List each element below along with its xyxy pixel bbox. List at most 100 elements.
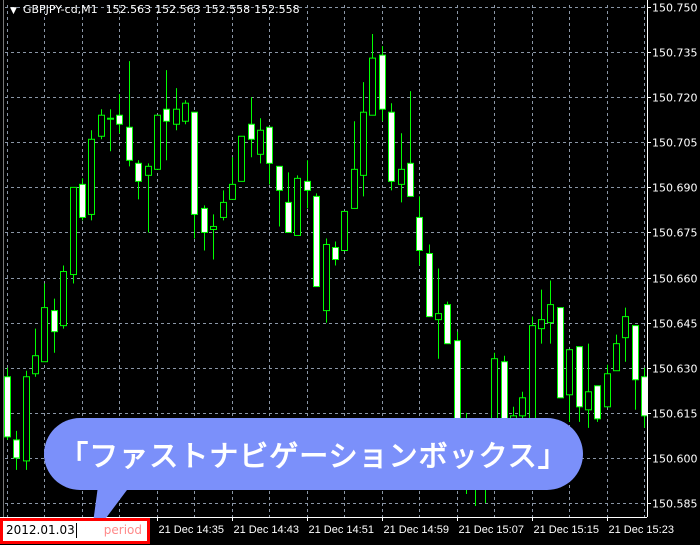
price-label: 150.585 [652, 498, 698, 511]
candle [407, 91, 414, 197]
price-label: 150.705 [652, 137, 698, 150]
candle-body-bear [444, 304, 451, 345]
callout-bubble: 「ファストナビゲーションボックス」 [44, 418, 583, 490]
time-label: 21 Dec 15:07 [459, 524, 524, 536]
candle-body-bull [229, 183, 236, 200]
candle-body-bear [332, 246, 339, 261]
candle-body-bear [632, 325, 639, 381]
time-label: 21 Dec 14:35 [159, 524, 224, 536]
candle-body-bear [388, 111, 395, 182]
candle [313, 193, 320, 288]
fast-navigation-box[interactable]: 2012.01.03 period [0, 518, 150, 544]
candle [191, 111, 198, 239]
candle [294, 175, 301, 236]
candle [435, 268, 442, 359]
candle-body-bull [145, 165, 152, 176]
candle-body-bear [126, 126, 133, 161]
candle [576, 346, 583, 422]
candle [220, 190, 227, 221]
candle-body-bull [41, 307, 48, 363]
candle-body-bull [435, 313, 442, 321]
candle [547, 280, 554, 344]
candle-body-bull [294, 177, 301, 236]
candle-body-bear [416, 216, 423, 251]
candle [51, 298, 58, 353]
candle-body-bull [547, 304, 554, 324]
candle [98, 109, 105, 140]
candle [632, 325, 639, 410]
candle-body-bear [116, 114, 123, 125]
candle [613, 334, 620, 372]
candle-body-bear [576, 346, 583, 408]
candle-body-bull [107, 117, 114, 120]
candle [285, 172, 292, 233]
price-label: 150.615 [652, 408, 698, 421]
candle-body-bull [519, 397, 526, 417]
time-label: 21 Dec 14:43 [234, 524, 299, 536]
candle-body-bear [407, 162, 414, 197]
candle-body-bull [341, 210, 348, 251]
candle-body-bull [98, 114, 105, 137]
candle [416, 196, 423, 266]
candle [173, 88, 180, 131]
candle [116, 94, 123, 134]
callout-text: 「ファストナビゲーションボックス」 [59, 439, 568, 473]
candle [369, 34, 376, 116]
price-label: 150.675 [652, 227, 698, 240]
price-label: 150.690 [652, 182, 698, 195]
candle [566, 349, 573, 422]
price-label: 150.600 [652, 453, 698, 466]
candle [145, 163, 152, 233]
candle [360, 82, 367, 197]
chart-header: ▼ GBPJPY-cd,M1 152.563 152.563 152.558 152.55… [10, 3, 304, 16]
candle [135, 160, 142, 200]
candle [604, 364, 611, 408]
candle [229, 157, 236, 200]
candle [426, 244, 433, 318]
candle [538, 289, 545, 344]
candle [248, 97, 255, 158]
candle [182, 100, 189, 125]
candle-body-bull [369, 57, 376, 116]
candle-body-bear [594, 385, 601, 420]
candle-body-bear [13, 439, 20, 459]
candle-body-bull [32, 355, 39, 375]
candle-body-bear [266, 126, 273, 164]
period-placeholder: period [103, 523, 142, 537]
dropdown-triangle-icon[interactable]: ▼ [10, 6, 17, 16]
candle [341, 210, 348, 251]
candle-body-bull [88, 138, 95, 215]
candle [379, 46, 386, 122]
candle-body-bear [557, 307, 564, 399]
candle [276, 165, 283, 227]
candle-body-bull [173, 108, 180, 125]
candle [332, 241, 339, 266]
candle [398, 133, 405, 203]
candle-body-bull [23, 376, 30, 462]
period-input-value[interactable]: 2012.01.03 [6, 523, 77, 538]
candle [23, 370, 30, 470]
candle-body-bear [51, 310, 58, 333]
candle [594, 385, 601, 422]
candle [13, 430, 20, 470]
candle [304, 160, 311, 209]
candle-body-bear [276, 165, 283, 191]
candle-body-bear [191, 111, 198, 215]
candle-body-bull [70, 186, 77, 276]
candle [238, 135, 245, 182]
candle [41, 283, 48, 363]
candle [257, 118, 264, 164]
candle-body-bull [323, 243, 330, 312]
candle-body-bull [585, 391, 592, 411]
candle [444, 301, 451, 345]
candle [388, 103, 395, 191]
candle-body-bull [351, 168, 358, 209]
candle-body-bear [313, 195, 320, 288]
candle [585, 343, 592, 428]
price-label: 150.735 [652, 47, 698, 60]
candle [323, 238, 330, 323]
candle-body-bear [163, 108, 170, 122]
candle-body-bull [604, 373, 611, 408]
time-label: 21 Dec 14:51 [309, 524, 374, 536]
candle [126, 61, 133, 167]
